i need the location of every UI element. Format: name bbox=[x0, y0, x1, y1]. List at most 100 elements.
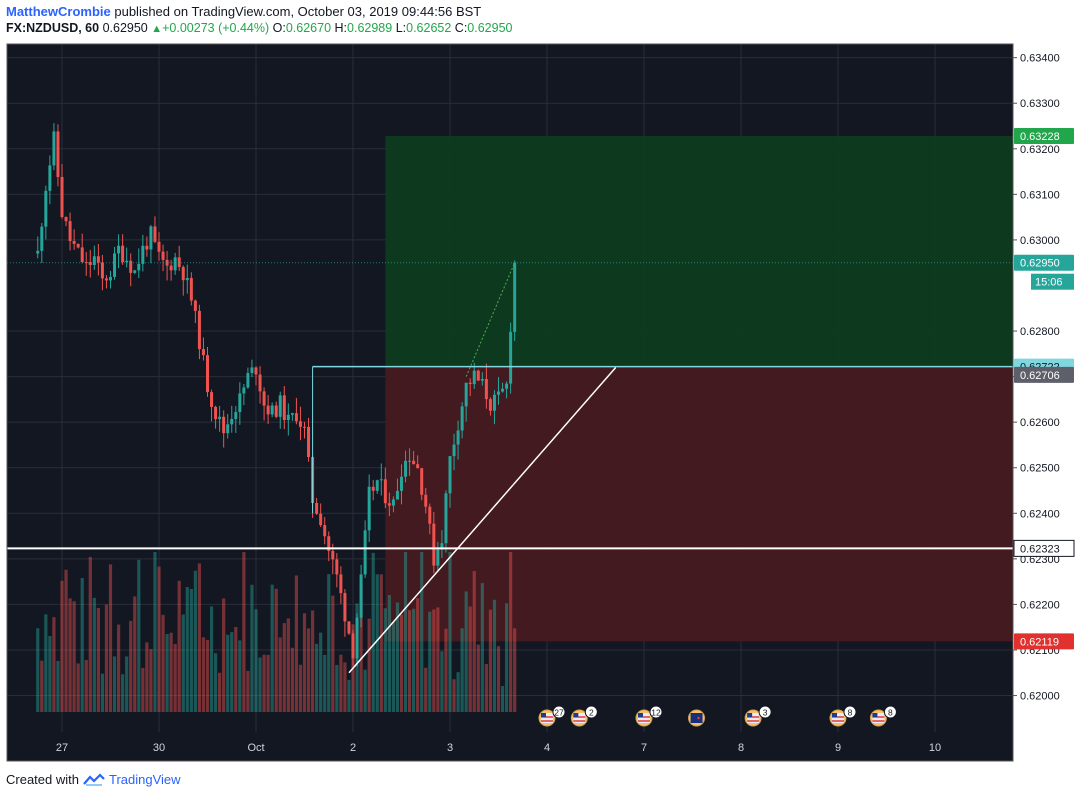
tradingview-brand[interactable]: TradingView bbox=[108, 772, 181, 787]
candle-body bbox=[351, 633, 355, 659]
y-tick-label: 0.62400 bbox=[1020, 508, 1060, 520]
volume-bar bbox=[359, 585, 363, 712]
volume-bar bbox=[234, 627, 238, 712]
candle-body bbox=[161, 251, 165, 260]
volume-bar bbox=[383, 608, 387, 712]
volume-bar bbox=[149, 649, 153, 712]
candle-body bbox=[48, 165, 52, 191]
volume-bar bbox=[64, 569, 68, 712]
ohlc-legend: FX:NZDUSD, 60 0.62950 ▲+0.00273 (+0.44%)… bbox=[6, 21, 512, 35]
candle-body bbox=[96, 256, 100, 263]
candle-body bbox=[206, 355, 209, 393]
candle-body bbox=[109, 276, 112, 281]
volume-bar bbox=[238, 640, 242, 712]
event-count-badge bbox=[883, 705, 897, 719]
y-tick-label: 0.63300 bbox=[1020, 98, 1060, 110]
low-value: 0.62652 bbox=[406, 21, 452, 35]
candle-body bbox=[113, 253, 117, 277]
volume-bar bbox=[464, 591, 468, 712]
volume-bar bbox=[428, 611, 432, 712]
us-flag-canton bbox=[638, 713, 643, 717]
volume-bar bbox=[201, 637, 206, 712]
volume-bar bbox=[60, 580, 64, 712]
candle-body bbox=[339, 574, 343, 594]
y-tick-label: 0.63200 bbox=[1020, 144, 1060, 156]
volume-bar bbox=[76, 663, 80, 712]
volume-bar bbox=[56, 660, 60, 712]
volume-bar bbox=[315, 643, 319, 712]
volume-bar bbox=[395, 602, 400, 712]
candle-body bbox=[157, 241, 161, 252]
volume-bar bbox=[137, 559, 141, 712]
event-count-label: 8 bbox=[888, 708, 893, 718]
loss-zone bbox=[385, 366, 1013, 642]
volume-bar bbox=[472, 571, 476, 712]
candle-body bbox=[218, 416, 222, 420]
candle-body bbox=[250, 367, 254, 374]
volume-bar bbox=[407, 610, 412, 712]
volume-bar bbox=[72, 601, 76, 712]
volume-bar bbox=[173, 644, 177, 712]
volume-bar bbox=[444, 628, 448, 712]
volume-bar bbox=[185, 587, 189, 712]
volume-bar bbox=[92, 597, 96, 712]
volume-bar bbox=[484, 664, 488, 712]
candle-body bbox=[315, 502, 319, 514]
volume-bar bbox=[278, 637, 282, 712]
nz-flag-star bbox=[697, 716, 700, 720]
candle-body bbox=[242, 387, 246, 394]
candle-body bbox=[468, 382, 472, 385]
event-count-label: 12 bbox=[651, 708, 661, 718]
volume-bar bbox=[141, 667, 145, 712]
candle-body bbox=[488, 399, 492, 411]
candle-body bbox=[238, 393, 242, 413]
us-flag-icon bbox=[638, 713, 650, 723]
volume-bar bbox=[169, 632, 173, 712]
volume-bar bbox=[412, 608, 416, 712]
support-tag bbox=[1014, 540, 1074, 557]
volume-bar bbox=[193, 570, 197, 712]
candle-body bbox=[319, 513, 323, 526]
volume-bar bbox=[116, 624, 121, 712]
candle-body bbox=[88, 262, 92, 266]
volume-bar bbox=[112, 656, 117, 712]
candle-body bbox=[290, 413, 294, 415]
candle-body bbox=[513, 262, 517, 332]
candle-body bbox=[230, 419, 234, 425]
projection-line bbox=[465, 262, 516, 377]
candle-body bbox=[444, 493, 448, 544]
author-link[interactable]: MatthewCrombie bbox=[6, 4, 111, 19]
candle-body bbox=[282, 395, 286, 421]
candle-body bbox=[383, 479, 387, 504]
candle-body bbox=[262, 391, 266, 406]
candle-body bbox=[395, 490, 399, 500]
last-price-tag bbox=[1014, 254, 1074, 271]
volume-bar bbox=[298, 664, 303, 712]
high-value: 0.62989 bbox=[347, 21, 393, 35]
candle-body bbox=[387, 503, 391, 506]
candle-body bbox=[400, 476, 403, 491]
candle-body bbox=[428, 506, 432, 524]
candle-body bbox=[173, 257, 177, 271]
candle-body bbox=[100, 262, 104, 279]
candle-body bbox=[375, 480, 379, 491]
us-flag-canton bbox=[832, 713, 837, 717]
volume-bar bbox=[387, 595, 391, 712]
x-tick-label: 10 bbox=[929, 742, 941, 754]
volume-bar bbox=[262, 654, 266, 712]
volume-bar bbox=[480, 583, 484, 712]
volume-bar bbox=[375, 574, 379, 712]
candle-body bbox=[501, 388, 505, 392]
volume-bar bbox=[492, 599, 497, 712]
volume-bar bbox=[339, 654, 343, 712]
event-count-label: 8 bbox=[848, 708, 853, 718]
price-chart[interactable]: 0.63400 0.63300 0.63200 0.63100 0.63000 0.628… bbox=[0, 0, 1080, 770]
candle-body bbox=[133, 270, 137, 273]
volume-bar bbox=[205, 639, 210, 712]
candle-body bbox=[121, 245, 125, 263]
candle-body bbox=[371, 486, 375, 491]
nz-flag-icon bbox=[690, 713, 703, 723]
candle-body bbox=[92, 256, 96, 266]
countdown-tag bbox=[1031, 273, 1074, 290]
event-count-label: 2 bbox=[589, 708, 594, 718]
